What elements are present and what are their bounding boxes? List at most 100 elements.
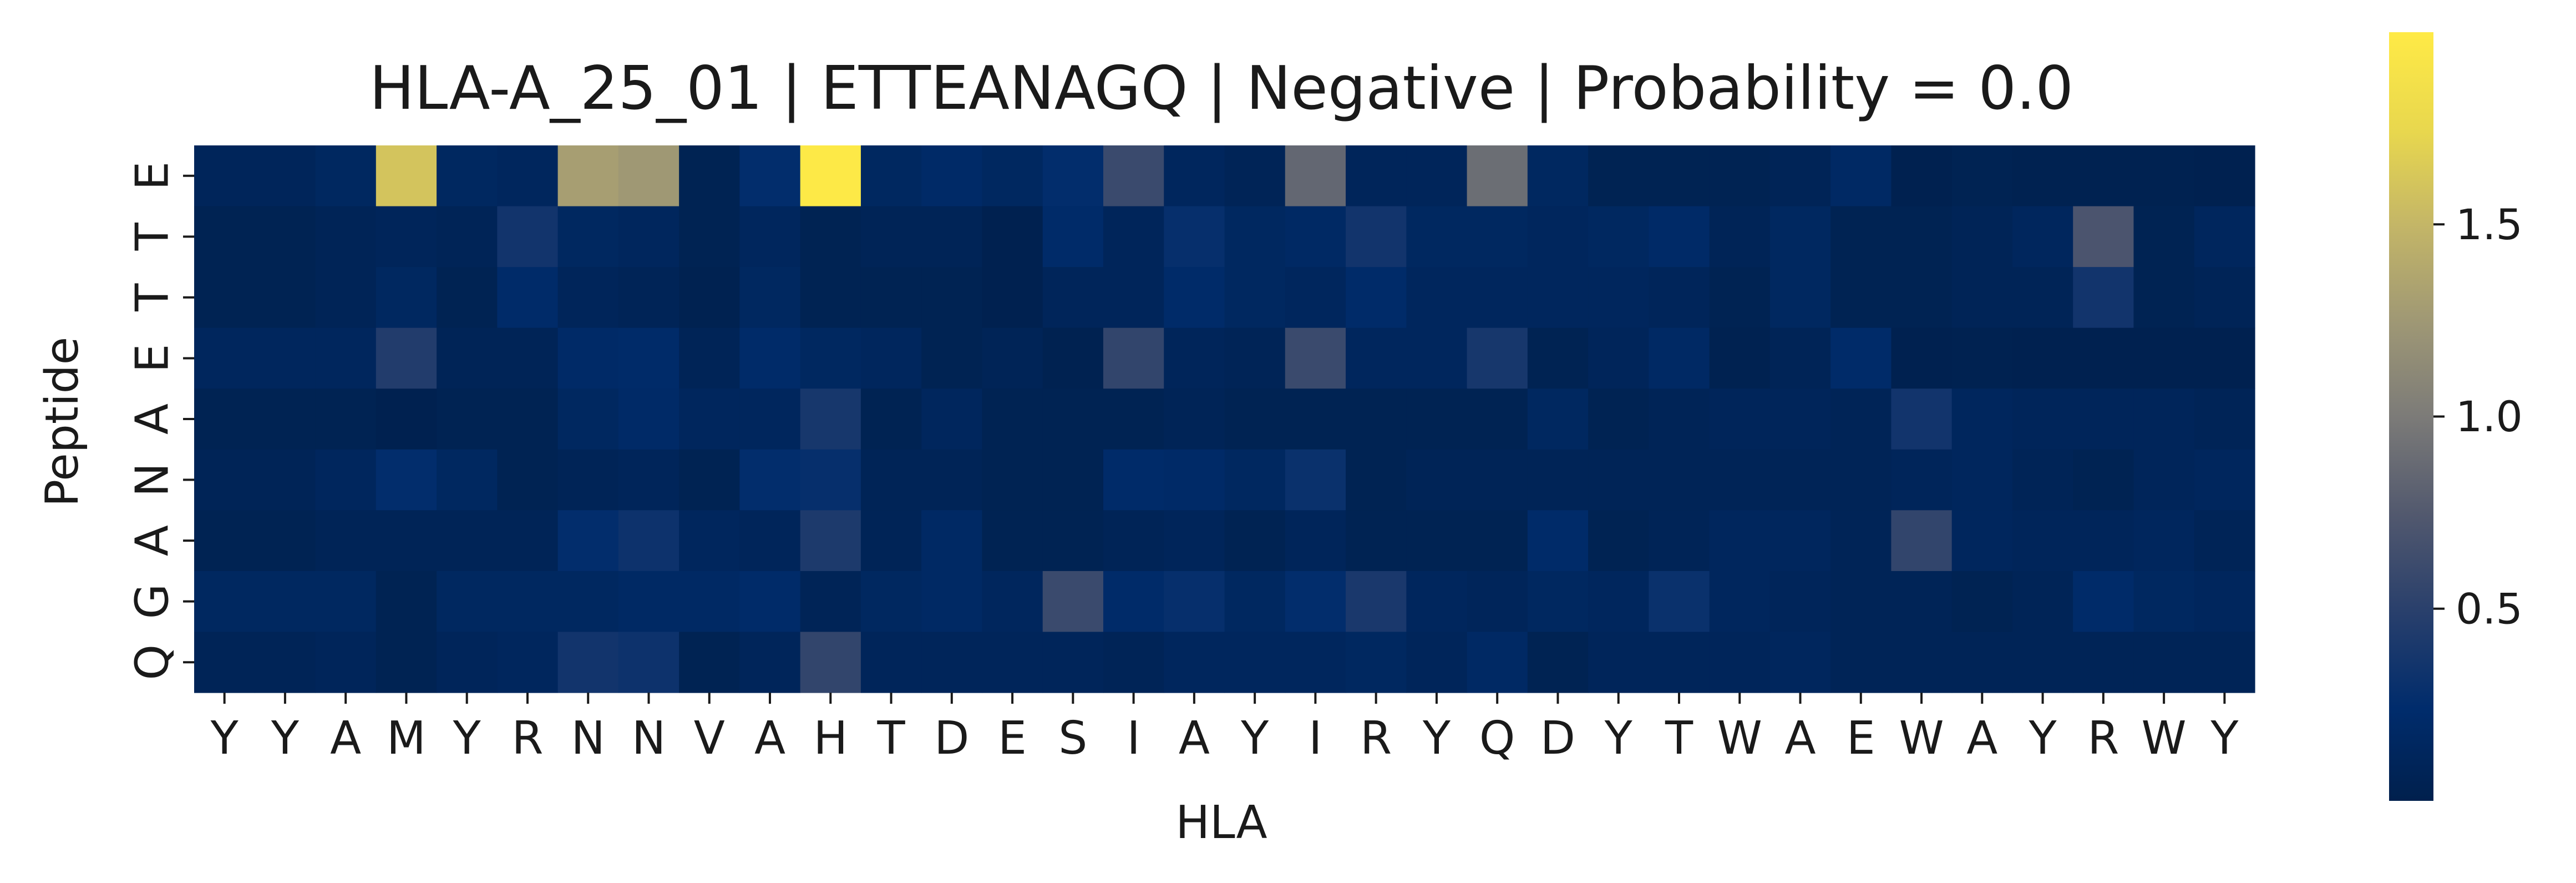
heatmap-cell bbox=[1346, 388, 1407, 450]
heatmap-cell bbox=[2194, 388, 2255, 450]
heatmap-cell bbox=[679, 267, 740, 329]
heatmap-cell bbox=[2073, 571, 2134, 633]
heatmap-cell bbox=[1830, 267, 1892, 329]
heatmap-cell bbox=[921, 510, 983, 572]
heatmap-cell bbox=[255, 267, 316, 329]
heatmap-cell bbox=[1406, 632, 1468, 693]
heatmap-cell bbox=[739, 206, 801, 268]
heatmap-cell bbox=[1103, 449, 1164, 511]
heatmap-cell bbox=[618, 571, 680, 633]
heatmap-cell bbox=[1649, 510, 1710, 572]
heatmap-cell bbox=[679, 449, 740, 511]
heatmap-cell bbox=[1588, 267, 1649, 329]
heatmap-cell bbox=[1285, 632, 1346, 693]
heatmap-cell bbox=[860, 510, 922, 572]
heatmap-cell bbox=[497, 510, 559, 572]
heatmap-cell bbox=[2194, 145, 2255, 207]
colorbar bbox=[2389, 32, 2433, 801]
heatmap-cell bbox=[679, 327, 740, 389]
y-tick-label: E bbox=[126, 162, 179, 190]
heatmap-cell bbox=[1709, 327, 1771, 389]
x-tick-label: Y bbox=[2029, 712, 2057, 765]
heatmap-cell bbox=[2073, 327, 2134, 389]
heatmap-cell bbox=[1527, 145, 1589, 207]
heatmap-cell bbox=[1103, 267, 1164, 329]
heatmap-cell bbox=[315, 145, 377, 207]
heatmap-cell bbox=[2194, 327, 2255, 389]
x-tick-label: T bbox=[1665, 712, 1693, 765]
heatmap-cell bbox=[497, 449, 559, 511]
x-tick-label: Y bbox=[1422, 712, 1451, 765]
heatmap-cell bbox=[2073, 145, 2134, 207]
heatmap-cell bbox=[1224, 449, 1286, 511]
heatmap-cell bbox=[194, 510, 255, 572]
heatmap-cell bbox=[1406, 267, 1468, 329]
heatmap-cell bbox=[315, 206, 377, 268]
heatmap-cell bbox=[1527, 510, 1589, 572]
colorbar-tick-label: 1.0 bbox=[2456, 392, 2523, 441]
heatmap-cell bbox=[376, 145, 437, 207]
heatmap-cell bbox=[1951, 267, 2013, 329]
heatmap-cell bbox=[982, 206, 1043, 268]
y-axis-ticks: ETTEANAGQ bbox=[126, 162, 194, 680]
x-tick-label: R bbox=[2087, 712, 2119, 765]
heatmap-cell bbox=[1588, 388, 1649, 450]
heatmap-cell bbox=[315, 571, 377, 633]
heatmap-cell bbox=[1042, 267, 1104, 329]
x-tick-label: W bbox=[1717, 712, 1762, 765]
heatmap-cell bbox=[2012, 388, 2073, 450]
heatmap-cell bbox=[1406, 145, 1468, 207]
x-tick-label: D bbox=[1540, 712, 1575, 765]
heatmap-cell bbox=[1588, 510, 1649, 572]
heatmap-cell bbox=[1164, 632, 1225, 693]
heatmap-cell bbox=[497, 206, 559, 268]
x-tick-label: E bbox=[998, 712, 1027, 765]
heatmap-cell bbox=[860, 571, 922, 633]
heatmap-cell bbox=[1224, 206, 1286, 268]
heatmap-cell bbox=[437, 267, 498, 329]
x-tick-label: W bbox=[2142, 712, 2187, 765]
heatmap-cell bbox=[1649, 327, 1710, 389]
x-tick-label: Q bbox=[1479, 712, 1515, 765]
x-tick-label: Y bbox=[453, 712, 481, 765]
heatmap-cell bbox=[1891, 327, 1953, 389]
heatmap-cell bbox=[1164, 327, 1225, 389]
x-tick-label: A bbox=[1784, 712, 1816, 765]
heatmap-cell bbox=[557, 267, 619, 329]
heatmap-cell bbox=[618, 267, 680, 329]
heatmap-cell bbox=[376, 449, 437, 511]
heatmap-cell bbox=[860, 632, 922, 693]
heatmap-cell bbox=[1588, 571, 1649, 633]
heatmap-cell bbox=[437, 571, 498, 633]
heatmap-cell bbox=[618, 145, 680, 207]
colorbar-ticks: 0.5 1.0 1.5 bbox=[2433, 200, 2523, 633]
heatmap-cell bbox=[1769, 327, 1831, 389]
y-tick-label: A bbox=[126, 525, 179, 556]
x-axis-label: HLA bbox=[1175, 796, 1267, 849]
heatmap-cell bbox=[194, 449, 255, 511]
heatmap-cell bbox=[2012, 632, 2073, 693]
heatmap-cell bbox=[376, 206, 437, 268]
heatmap-cell bbox=[618, 327, 680, 389]
heatmap-cell bbox=[2073, 267, 2134, 329]
heatmap-cell bbox=[1467, 571, 1528, 633]
heatmap-cell bbox=[1103, 327, 1164, 389]
heatmap-cell bbox=[1830, 571, 1892, 633]
heatmap-cell bbox=[2073, 510, 2134, 572]
heatmap-cell bbox=[1649, 145, 1710, 207]
heatmap-cell bbox=[194, 267, 255, 329]
heatmap-cell bbox=[1346, 267, 1407, 329]
x-tick-label: A bbox=[330, 712, 361, 765]
heatmap-cell bbox=[2012, 206, 2073, 268]
heatmap-cell bbox=[2194, 510, 2255, 572]
y-tick-label: G bbox=[126, 584, 179, 619]
x-tick-label: H bbox=[813, 712, 848, 765]
heatmap-cell bbox=[1649, 267, 1710, 329]
heatmap-cell bbox=[1467, 449, 1528, 511]
heatmap-cell bbox=[1285, 145, 1346, 207]
heatmap-cell bbox=[739, 632, 801, 693]
heatmap-cell bbox=[1224, 327, 1286, 389]
heatmap-cell bbox=[982, 510, 1043, 572]
heatmap-cell bbox=[437, 449, 498, 511]
x-tick-label: Y bbox=[210, 712, 239, 765]
